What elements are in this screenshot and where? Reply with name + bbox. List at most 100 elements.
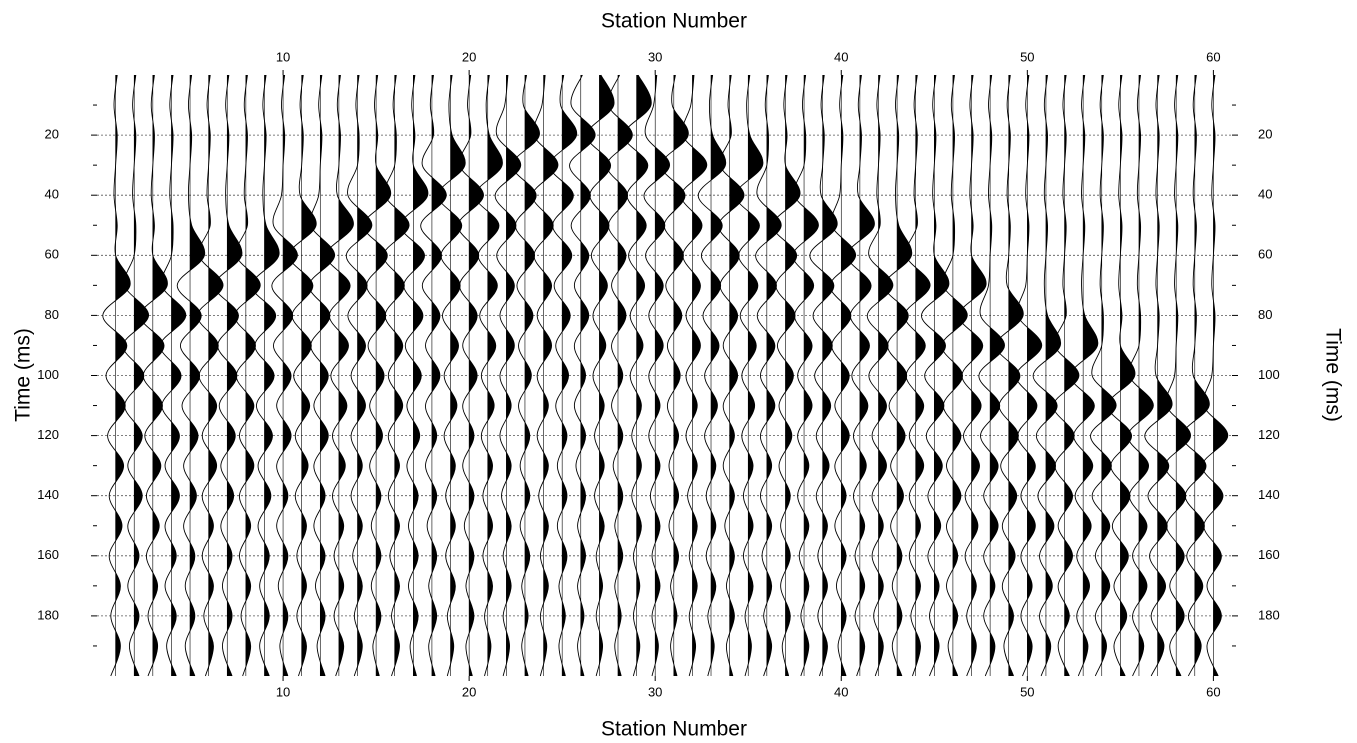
trace-fill xyxy=(636,75,652,676)
y-axis-title-right: Time (ms) xyxy=(1321,328,1344,422)
trace xyxy=(102,74,131,677)
y-tick-label: 80 xyxy=(45,307,59,322)
y-tick-label: 120 xyxy=(37,427,59,442)
trace xyxy=(1164,74,1192,677)
trace-fill xyxy=(543,75,558,676)
trace-fill xyxy=(506,75,521,676)
trace-fill xyxy=(245,75,261,676)
trace xyxy=(325,74,354,677)
trace-fill xyxy=(1157,75,1173,676)
trace-fill xyxy=(1194,75,1210,676)
x-tick-label: 40 xyxy=(834,684,848,699)
y-tick-label: 20 xyxy=(45,127,59,142)
x-tick-label: 50 xyxy=(1020,684,1034,699)
trace xyxy=(941,74,968,677)
x-tick-label: 20 xyxy=(462,684,476,699)
trace-fill xyxy=(152,75,168,676)
trace xyxy=(159,74,187,677)
trace-fill xyxy=(115,75,131,676)
trace xyxy=(829,74,857,677)
trace-fill xyxy=(1045,75,1061,676)
trace xyxy=(697,74,727,677)
trace-fill xyxy=(692,75,707,676)
trace xyxy=(288,74,317,677)
y-tick-label: 160 xyxy=(37,547,59,562)
y-tick-label: 100 xyxy=(37,367,59,382)
x-tick-label: 50 xyxy=(1020,49,1034,64)
x-tick-label: 60 xyxy=(1206,49,1220,64)
trace xyxy=(362,74,392,677)
trace xyxy=(345,74,373,677)
trace xyxy=(457,74,484,677)
trace xyxy=(251,74,280,677)
trace-fill xyxy=(729,75,745,676)
trace-fill xyxy=(990,75,1005,676)
trace xyxy=(606,74,633,677)
y-tick-label: 80 xyxy=(1258,307,1272,322)
trace xyxy=(1069,74,1099,677)
trace xyxy=(474,74,503,677)
trace xyxy=(734,74,764,677)
trace xyxy=(196,74,224,677)
trace xyxy=(623,74,652,677)
y-tick-label: 40 xyxy=(1258,187,1272,202)
trace xyxy=(511,74,540,677)
trace xyxy=(958,74,987,677)
trace-fill xyxy=(283,75,298,676)
x-tick-label: 30 xyxy=(648,684,662,699)
trace xyxy=(122,74,150,677)
y-tick-label: 180 xyxy=(1258,607,1280,622)
trace-fill xyxy=(580,75,596,676)
trace-fill xyxy=(655,75,670,676)
trace xyxy=(1032,74,1062,677)
trace-fill xyxy=(1027,75,1042,676)
trace-fill xyxy=(134,75,149,676)
trace-fill xyxy=(1083,75,1098,676)
trace-fill xyxy=(227,75,242,676)
trace xyxy=(846,74,875,677)
trace-fill xyxy=(171,75,186,676)
trace xyxy=(271,74,298,677)
trace-fill xyxy=(208,75,224,676)
trace xyxy=(904,74,931,677)
x-tick-label: 20 xyxy=(462,49,476,64)
trace xyxy=(531,74,559,677)
trace xyxy=(1181,74,1210,677)
trace-fill xyxy=(897,75,912,676)
x-tick-label: 10 xyxy=(276,684,290,699)
trace-fill xyxy=(804,75,819,676)
trace xyxy=(1127,74,1154,677)
trace-fill xyxy=(1120,75,1135,676)
trace xyxy=(1052,74,1080,677)
trace-fill xyxy=(431,75,447,676)
y-tick-label: 40 xyxy=(45,187,59,202)
trace-fill xyxy=(841,75,856,676)
y-tick-label: 60 xyxy=(45,247,59,262)
trace-fill xyxy=(562,75,577,676)
trace xyxy=(792,74,819,677)
trace xyxy=(866,74,894,677)
trace-fill xyxy=(301,75,317,676)
trace xyxy=(660,74,689,677)
trace-fill xyxy=(320,75,335,676)
y-tick-label: 120 xyxy=(1258,427,1280,442)
trace-fill xyxy=(915,75,931,676)
trace xyxy=(234,74,261,677)
trace xyxy=(139,74,168,677)
trace xyxy=(1201,74,1229,677)
trace-fill xyxy=(617,75,633,676)
trace-fill xyxy=(264,75,280,676)
trace-fill xyxy=(469,75,484,676)
trace xyxy=(680,74,708,677)
trace xyxy=(494,74,522,677)
trace xyxy=(1107,74,1136,677)
trace-fill xyxy=(1064,75,1079,676)
trace xyxy=(643,74,671,677)
trace-fill xyxy=(859,75,875,676)
trace-fill xyxy=(376,75,391,676)
y-tick-label: 20 xyxy=(1258,127,1272,142)
trace-fill xyxy=(878,75,893,676)
trace xyxy=(569,74,596,677)
